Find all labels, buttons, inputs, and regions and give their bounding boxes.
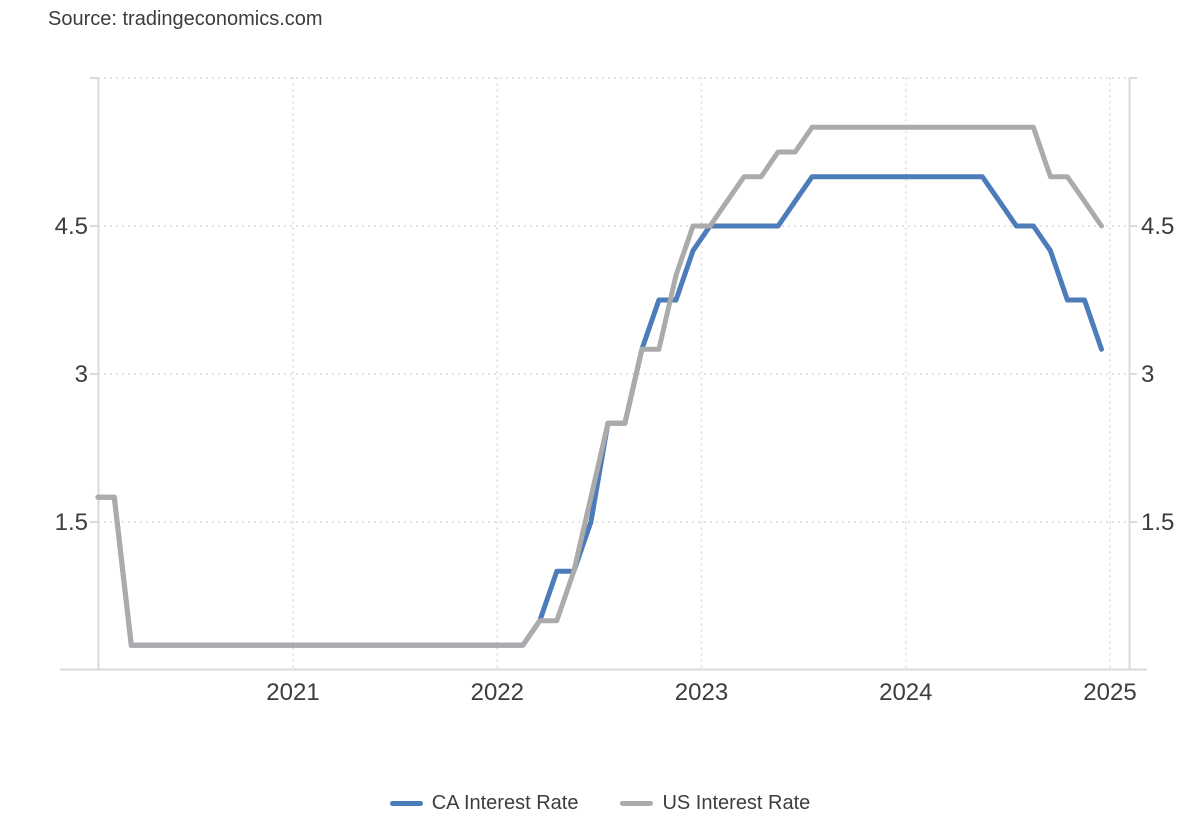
legend-label-ca: CA Interest Rate <box>431 791 579 814</box>
x-axis-label-2025: 2025 <box>1083 679 1136 706</box>
ca-line-swatch <box>389 800 423 806</box>
y-axis-label-right-1.5: 1.5 <box>1141 509 1174 536</box>
ca-interest-rate-line[interactable] <box>95 174 1104 648</box>
legend-item-us-interest-rate[interactable]: US Interest Rate <box>620 792 810 815</box>
legend-label-us: US Interest Rate <box>662 791 811 814</box>
x-axis-label-2023: 2023 <box>675 679 728 706</box>
y-axis-label-left-4.5: 4.5 <box>55 213 88 240</box>
x-axis-label-2024: 2024 <box>879 679 932 706</box>
x-axis-label-2022: 2022 <box>471 679 524 706</box>
source-label: Source: tradingeconomics.com <box>48 8 323 30</box>
x-axis-label-2021: 2021 <box>266 679 319 706</box>
us-interest-rate-line[interactable] <box>95 124 1104 648</box>
us-line-swatch <box>620 800 654 806</box>
chart-legend: CA Interest Rate US Interest Rate <box>0 789 1200 817</box>
legend-item-ca-interest-rate[interactable]: CA Interest Rate <box>389 791 579 815</box>
interest-rate-chart[interactable]: 4.5 4.5 3 3 1.5 1.5 2021 2022 2023 2024 2025 <box>0 0 1200 760</box>
y-axis-label-right-4.5: 4.5 <box>1141 213 1174 240</box>
y-axis-label-left-1.5: 1.5 <box>55 509 88 536</box>
y-axis-label-left-3: 3 <box>75 361 88 388</box>
y-axis-label-right-3: 3 <box>1141 361 1154 388</box>
